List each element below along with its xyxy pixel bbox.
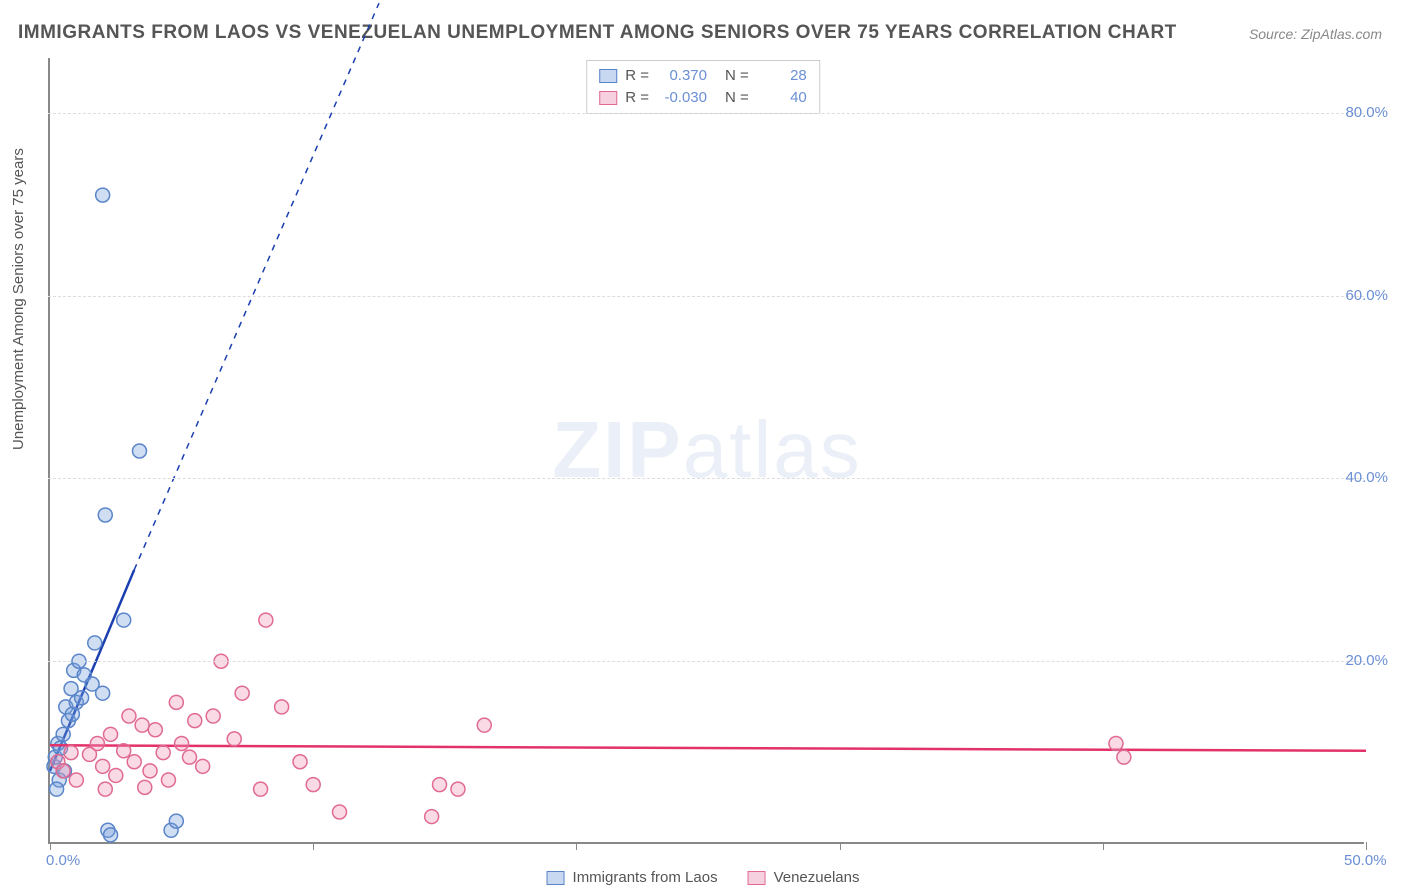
stat-r-label: R = — [625, 65, 649, 87]
data-point — [477, 718, 491, 732]
legend-stats-row: R = 0.370 N = 28 — [599, 65, 807, 87]
data-point — [433, 778, 447, 792]
data-point — [98, 508, 112, 522]
data-point — [88, 636, 102, 650]
data-point — [104, 727, 118, 741]
bottom-legend-item: Venezuelans — [748, 869, 860, 886]
data-point — [56, 764, 70, 778]
plot-area: ZIPatlas — [48, 58, 1364, 844]
x-tick — [1366, 842, 1367, 850]
plot-svg — [50, 58, 1364, 842]
legend-swatch — [599, 69, 617, 83]
data-point — [148, 723, 162, 737]
data-point — [227, 732, 241, 746]
data-point — [175, 736, 189, 750]
bottom-legend-item: Immigrants from Laos — [547, 869, 718, 886]
data-point — [96, 188, 110, 202]
data-point — [169, 695, 183, 709]
bottom-legend: Immigrants from Laos Venezuelans — [547, 869, 860, 886]
y-tick-label: 20.0% — [1345, 652, 1388, 669]
data-point — [333, 805, 347, 819]
data-point — [90, 736, 104, 750]
stat-r-value: -0.030 — [657, 87, 707, 109]
legend-swatch — [599, 91, 617, 105]
data-point — [275, 700, 289, 714]
trend-line — [50, 745, 1366, 750]
data-point — [96, 759, 110, 773]
data-point — [56, 727, 70, 741]
trend-line-dashed — [134, 3, 379, 570]
x-tick — [313, 842, 314, 850]
data-point — [235, 686, 249, 700]
data-point — [104, 828, 118, 842]
data-point — [138, 780, 152, 794]
y-tick-label: 40.0% — [1345, 469, 1388, 486]
legend-swatch — [748, 871, 766, 885]
x-tick — [1103, 842, 1104, 850]
stat-r-label: R = — [625, 87, 649, 109]
stat-n-label: N = — [725, 87, 749, 109]
stat-n-value: 40 — [757, 87, 807, 109]
data-point — [135, 718, 149, 732]
x-tick-label: 0.0% — [46, 852, 80, 869]
stat-r-value: 0.370 — [657, 65, 707, 87]
data-point — [122, 709, 136, 723]
data-point — [117, 744, 131, 758]
data-point — [306, 778, 320, 792]
legend-stats-box: R = 0.370 N = 28 R = -0.030 N = 40 — [586, 60, 820, 114]
grid-line — [48, 478, 1364, 479]
data-point — [98, 782, 112, 796]
data-point — [1117, 750, 1131, 764]
legend-stats-row: R = -0.030 N = 40 — [599, 87, 807, 109]
legend-swatch — [547, 871, 565, 885]
x-tick — [576, 842, 577, 850]
source-label: Source: ZipAtlas.com — [1249, 26, 1382, 42]
data-point — [293, 755, 307, 769]
chart-title: IMMIGRANTS FROM LAOS VS VENEZUELAN UNEMP… — [18, 22, 1177, 44]
data-point — [156, 746, 170, 760]
data-point — [259, 613, 273, 627]
y-axis-label: Unemployment Among Seniors over 75 years — [10, 148, 27, 450]
x-tick-label: 50.0% — [1344, 852, 1387, 869]
legend-label: Immigrants from Laos — [573, 869, 718, 886]
data-point — [169, 814, 183, 828]
data-point — [75, 691, 89, 705]
data-point — [50, 782, 64, 796]
data-point — [127, 755, 141, 769]
legend-label: Venezuelans — [774, 869, 860, 886]
data-point — [161, 773, 175, 787]
data-point — [254, 782, 268, 796]
data-point — [451, 782, 465, 796]
data-point — [182, 750, 196, 764]
grid-line — [48, 113, 1364, 114]
data-point — [109, 768, 123, 782]
x-tick — [840, 842, 841, 850]
grid-line — [48, 296, 1364, 297]
y-tick-label: 60.0% — [1345, 287, 1388, 304]
stat-n-value: 28 — [757, 65, 807, 87]
data-point — [132, 444, 146, 458]
data-point — [196, 759, 210, 773]
data-point — [206, 709, 220, 723]
stat-n-label: N = — [725, 65, 749, 87]
y-tick-label: 80.0% — [1345, 104, 1388, 121]
data-point — [69, 773, 83, 787]
data-point — [64, 746, 78, 760]
data-point — [117, 613, 131, 627]
data-point — [143, 764, 157, 778]
data-point — [1109, 736, 1123, 750]
data-point — [188, 714, 202, 728]
data-point — [96, 686, 110, 700]
grid-line — [48, 661, 1364, 662]
data-point — [425, 810, 439, 824]
x-tick — [50, 842, 51, 850]
